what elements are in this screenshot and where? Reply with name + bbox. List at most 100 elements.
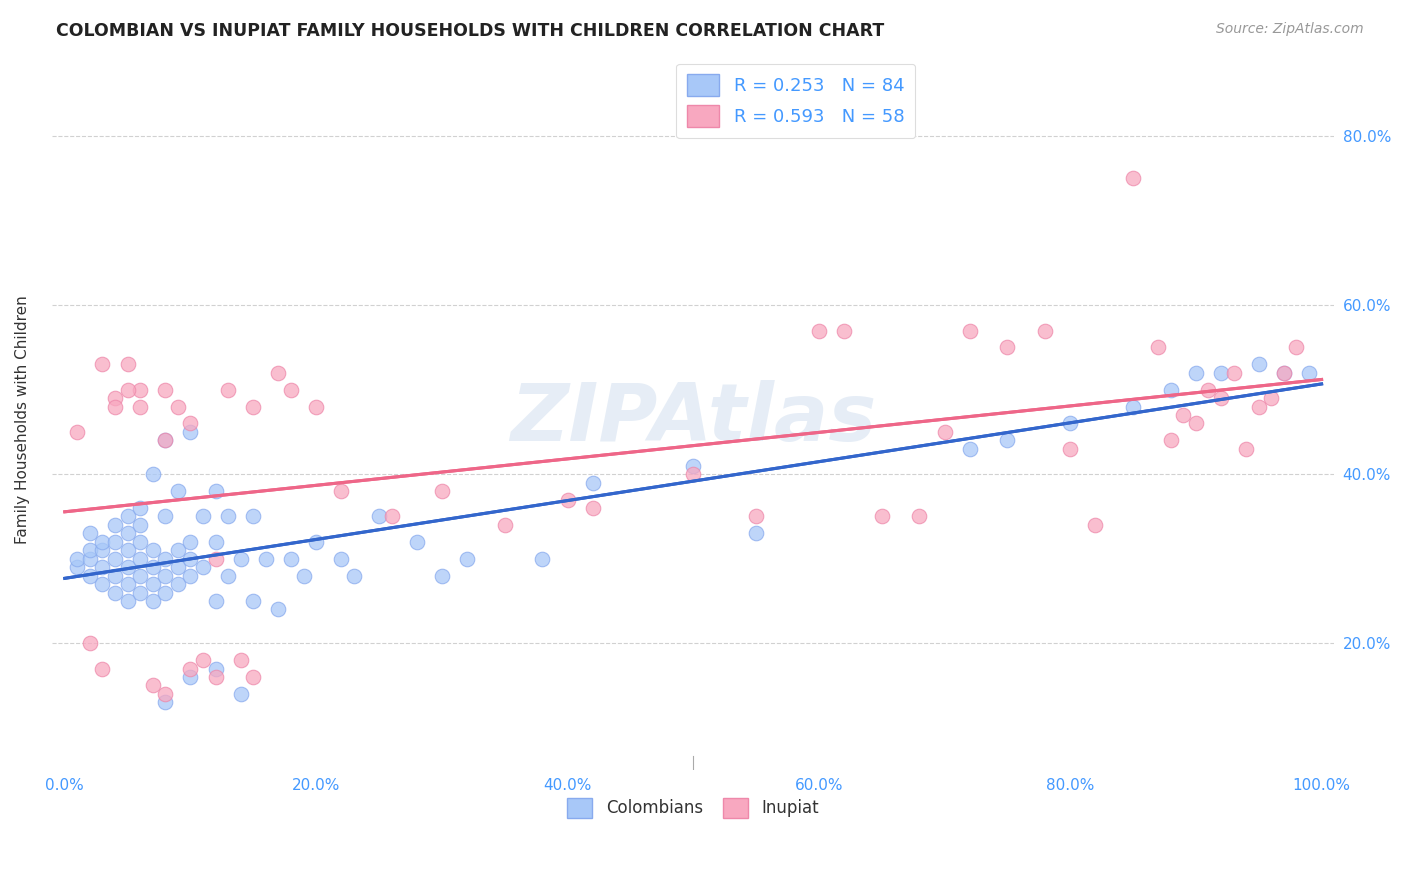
- Point: [242, 400, 264, 414]
- Point: [179, 417, 201, 431]
- Point: [129, 501, 152, 516]
- Point: [959, 442, 981, 456]
- Point: [557, 492, 579, 507]
- Point: [155, 695, 177, 709]
- Point: [104, 585, 127, 599]
- Point: [229, 551, 252, 566]
- Point: [167, 400, 190, 414]
- Point: [142, 467, 165, 482]
- Point: [1160, 383, 1182, 397]
- Point: [217, 383, 239, 397]
- Point: [305, 400, 328, 414]
- Point: [91, 560, 114, 574]
- Point: [582, 501, 605, 516]
- Point: [167, 484, 190, 499]
- Point: [267, 602, 290, 616]
- Point: [179, 568, 201, 582]
- Point: [1209, 366, 1232, 380]
- Point: [807, 324, 830, 338]
- Point: [104, 391, 127, 405]
- Point: [1059, 442, 1081, 456]
- Point: [229, 687, 252, 701]
- Point: [204, 594, 226, 608]
- Text: ZIPAtlas: ZIPAtlas: [510, 380, 876, 458]
- Point: [254, 551, 277, 566]
- Point: [682, 458, 704, 473]
- Point: [1198, 383, 1220, 397]
- Point: [179, 425, 201, 439]
- Point: [104, 551, 127, 566]
- Point: [117, 577, 139, 591]
- Point: [155, 687, 177, 701]
- Point: [1084, 517, 1107, 532]
- Point: [870, 509, 893, 524]
- Point: [1247, 400, 1270, 414]
- Point: [79, 543, 101, 558]
- Point: [1147, 340, 1170, 354]
- Point: [934, 425, 956, 439]
- Point: [104, 568, 127, 582]
- Point: [380, 509, 402, 524]
- Point: [91, 543, 114, 558]
- Point: [204, 670, 226, 684]
- Point: [242, 594, 264, 608]
- Point: [305, 534, 328, 549]
- Point: [1185, 417, 1208, 431]
- Point: [66, 425, 89, 439]
- Point: [204, 662, 226, 676]
- Point: [155, 509, 177, 524]
- Point: [204, 484, 226, 499]
- Point: [1298, 366, 1320, 380]
- Point: [330, 551, 353, 566]
- Point: [267, 366, 290, 380]
- Point: [582, 475, 605, 490]
- Point: [242, 670, 264, 684]
- Point: [155, 434, 177, 448]
- Y-axis label: Family Households with Children: Family Households with Children: [15, 295, 30, 543]
- Point: [79, 568, 101, 582]
- Point: [1222, 366, 1244, 380]
- Point: [995, 434, 1018, 448]
- Point: [191, 560, 214, 574]
- Point: [117, 560, 139, 574]
- Point: [204, 534, 226, 549]
- Point: [745, 526, 768, 541]
- Point: [330, 484, 353, 499]
- Point: [430, 484, 453, 499]
- Point: [179, 534, 201, 549]
- Point: [129, 534, 152, 549]
- Point: [91, 577, 114, 591]
- Point: [179, 551, 201, 566]
- Point: [1260, 391, 1282, 405]
- Point: [832, 324, 855, 338]
- Point: [179, 670, 201, 684]
- Point: [129, 400, 152, 414]
- Point: [155, 585, 177, 599]
- Point: [79, 636, 101, 650]
- Point: [155, 551, 177, 566]
- Point: [995, 340, 1018, 354]
- Point: [142, 560, 165, 574]
- Point: [117, 383, 139, 397]
- Point: [142, 543, 165, 558]
- Point: [167, 543, 190, 558]
- Point: [1173, 408, 1195, 422]
- Point: [217, 568, 239, 582]
- Point: [405, 534, 427, 549]
- Point: [117, 509, 139, 524]
- Point: [430, 568, 453, 582]
- Text: Source: ZipAtlas.com: Source: ZipAtlas.com: [1216, 22, 1364, 37]
- Point: [117, 526, 139, 541]
- Point: [1160, 434, 1182, 448]
- Point: [155, 383, 177, 397]
- Point: [155, 568, 177, 582]
- Text: COLOMBIAN VS INUPIAT FAMILY HOUSEHOLDS WITH CHILDREN CORRELATION CHART: COLOMBIAN VS INUPIAT FAMILY HOUSEHOLDS W…: [56, 22, 884, 40]
- Point: [117, 357, 139, 371]
- Point: [129, 517, 152, 532]
- Point: [191, 509, 214, 524]
- Point: [242, 509, 264, 524]
- Point: [104, 534, 127, 549]
- Point: [1033, 324, 1056, 338]
- Legend: Colombians, Inupiat: Colombians, Inupiat: [561, 791, 825, 825]
- Point: [959, 324, 981, 338]
